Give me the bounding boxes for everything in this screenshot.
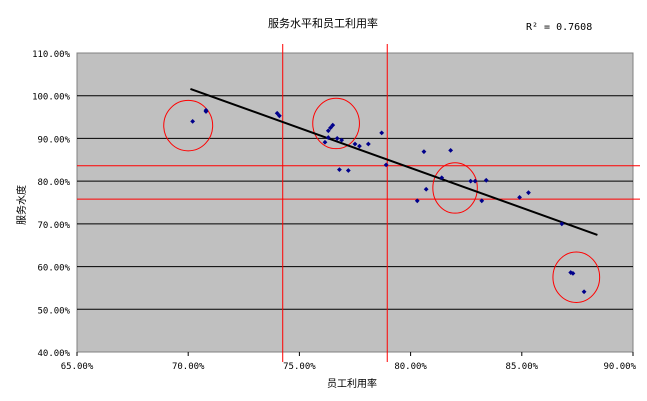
trendline [190,87,598,236]
data-point [483,177,489,183]
data-point [325,128,331,134]
data-point [479,198,485,204]
reference-lines [77,44,640,362]
y-tick-label: 90.00% [37,135,70,145]
data-point [383,162,389,168]
data-point [345,168,351,173]
data-point [337,167,342,173]
x-tick-label: 65.00% [61,362,94,372]
data-point [526,190,531,196]
data-points [190,107,587,295]
y-tick-label: 70.00% [37,221,70,231]
y-tick-label: 80.00% [37,178,70,188]
data-point [570,271,576,276]
data-point [421,149,427,155]
data-point [414,198,420,204]
data-point [330,122,336,128]
x-tick-label: 85.00% [506,362,539,372]
plot-area [76,52,634,353]
trendline-group [190,87,598,236]
y-tick-label: 40.00% [37,349,70,359]
data-point [439,175,445,181]
r-squared-annotation: R² = 0.7608 [526,22,592,33]
y-tick-label: 100.00% [32,93,71,103]
data-point [357,143,362,149]
x-tick-label: 80.00% [394,362,427,372]
data-point [203,109,209,114]
data-point [559,221,565,227]
y-axis-label: 服务水度 [15,185,28,225]
y-tick-label: 110.00% [32,50,71,60]
data-point [325,135,331,140]
x-axis-tick-labels: 65.00% 70.00% 75.00% 80.00% 85.00% 90.00% [61,352,637,372]
y-axis-tick-labels: 40.00% 50.00% 60.00% 70.00% 80.00% 90.00% 100.… [32,50,71,359]
data-point [448,147,454,153]
data-point [581,289,587,295]
data-point [517,194,522,200]
highlight-circle [163,99,214,152]
data-point [334,136,340,141]
y-tick-label: 60.00% [37,264,70,274]
data-point [423,186,429,192]
data-point [468,178,474,184]
highlight-circle [432,162,478,214]
data-point [352,141,358,147]
x-tick-label: 75.00% [283,362,316,372]
data-point [190,118,196,124]
highlight-circles [163,97,601,303]
data-point [365,141,371,147]
data-point [322,139,328,145]
chart-title: 服务水平和员工利用率 [268,16,378,30]
highlight-circle [312,97,360,150]
x-tick-label: 90.00% [603,362,636,372]
data-point [339,137,345,143]
x-axis-label: 员工利用率 [327,377,377,390]
x-tick-label: 70.00% [172,362,205,372]
data-point [472,178,478,184]
data-point [276,113,282,119]
data-point [379,130,385,136]
y-tick-label: 50.00% [37,306,70,316]
highlight-circle [552,251,601,303]
